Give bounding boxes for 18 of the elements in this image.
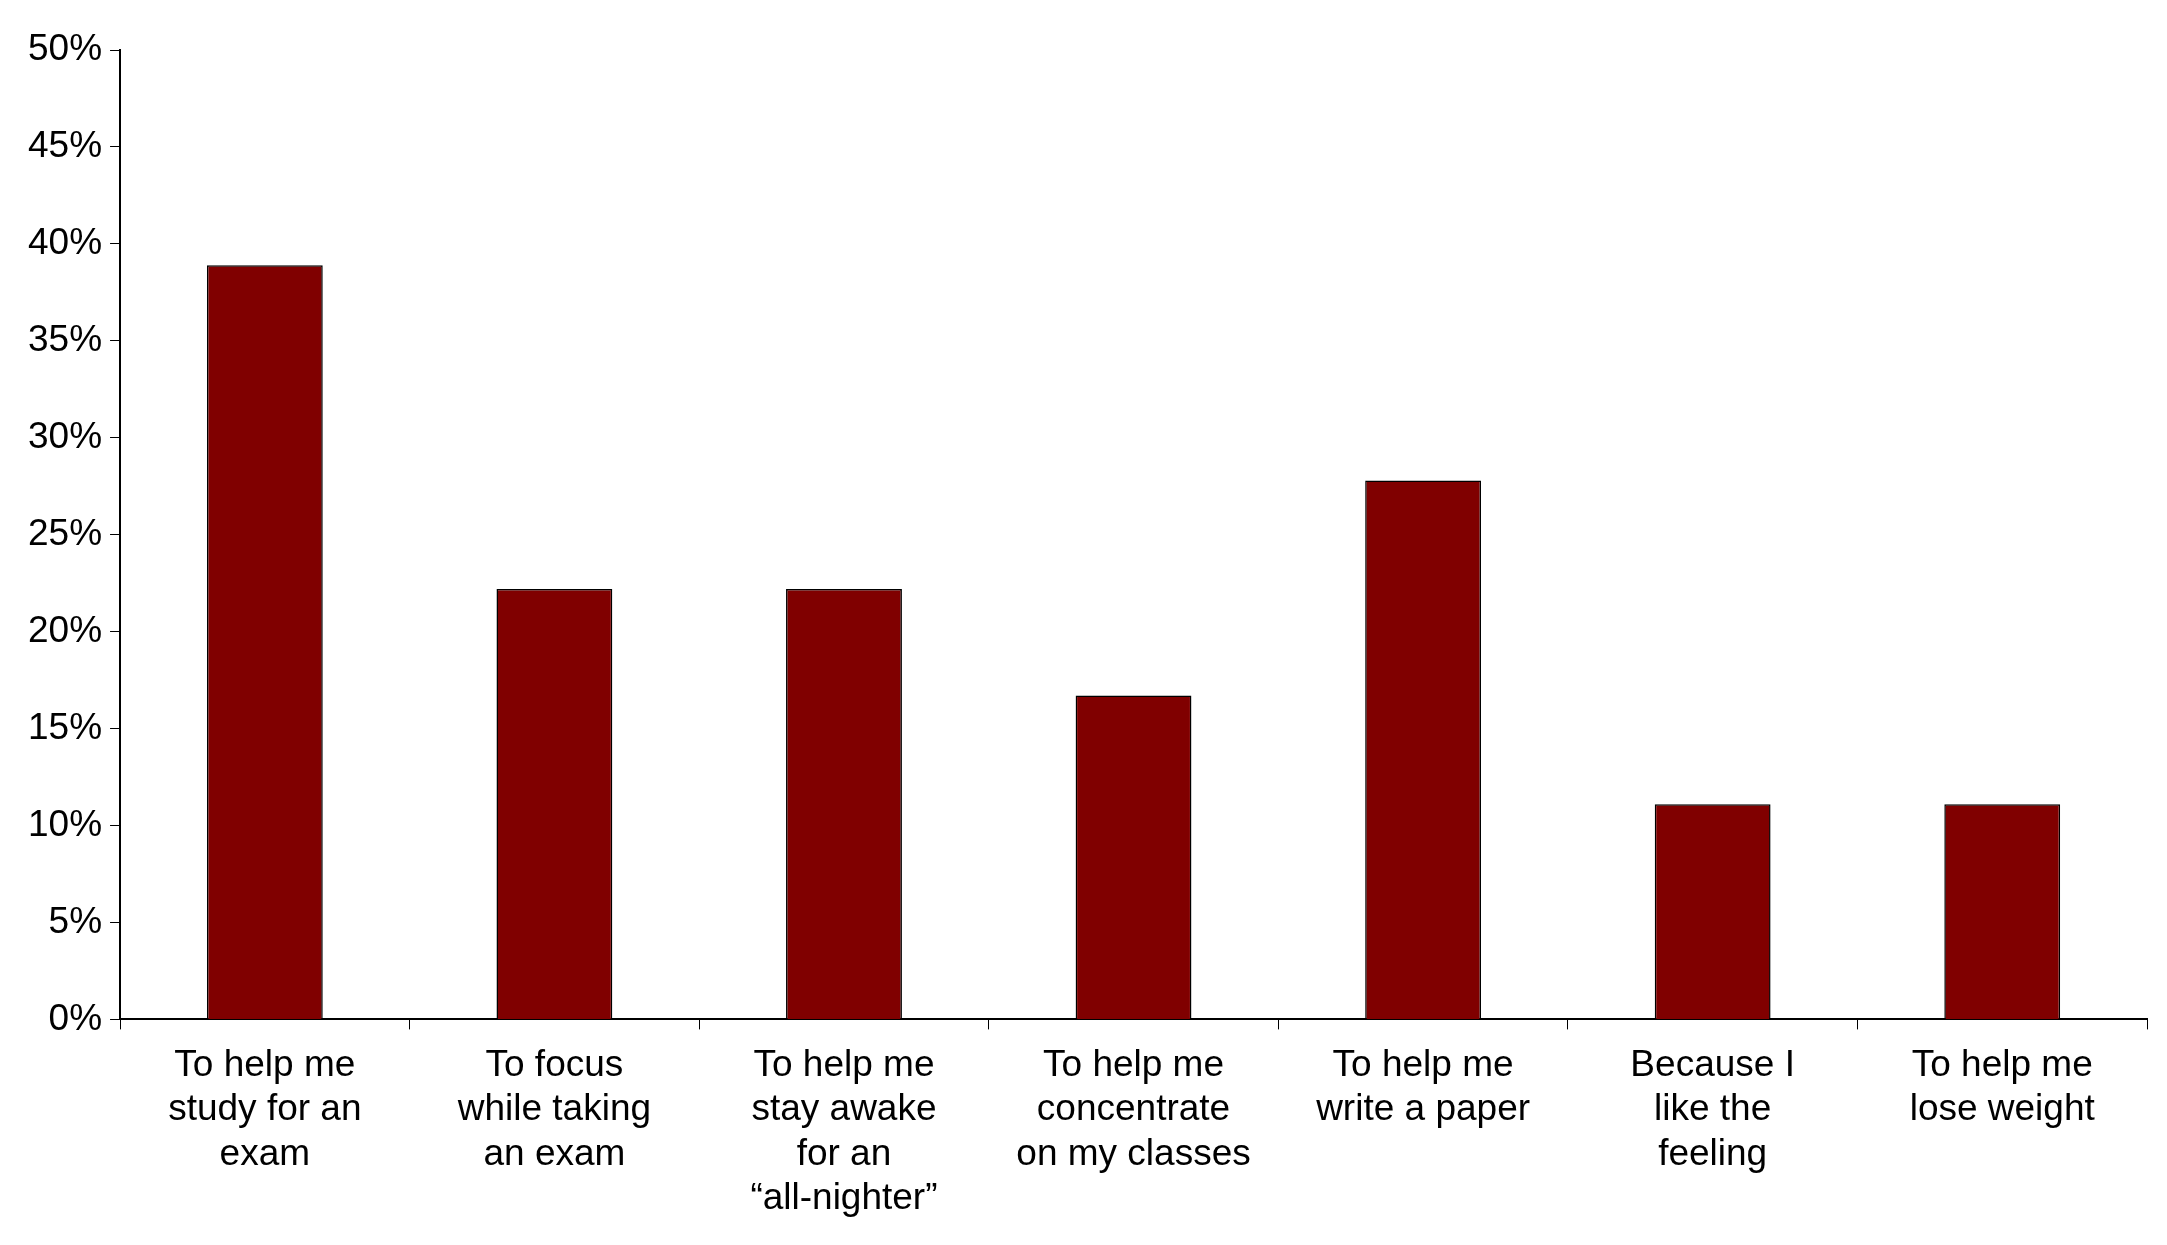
x-tick-label: To focus while taking an exam [456, 1042, 652, 1173]
y-tick-label: 50% [27, 27, 103, 69]
y-tick-label: 40% [27, 221, 103, 263]
x-tick-label: Because I like the feeling [1630, 1042, 1795, 1173]
y-tick-label: 0% [48, 996, 103, 1038]
y-tick-label: 15% [27, 705, 103, 747]
y-tick-label: 30% [27, 414, 103, 456]
y-tick-label: 10% [27, 802, 103, 844]
x-tick-label: To help me stay awake for an “all-nighter” [750, 1042, 938, 1217]
y-tick-label: 25% [27, 511, 103, 553]
y-tick-label: 35% [27, 318, 103, 360]
x-tick-label: To help me study for an exam [168, 1042, 362, 1173]
y-tick-label: 5% [48, 899, 103, 941]
y-tick-label: 20% [27, 608, 103, 650]
y-tick-label: 45% [27, 124, 103, 166]
x-tick-label: To help me concentrate on my classes [1016, 1042, 1251, 1173]
x-tick-label: To help me write a paper [1315, 1042, 1531, 1129]
x-tick-label: To help me lose weight [1909, 1042, 2096, 1129]
